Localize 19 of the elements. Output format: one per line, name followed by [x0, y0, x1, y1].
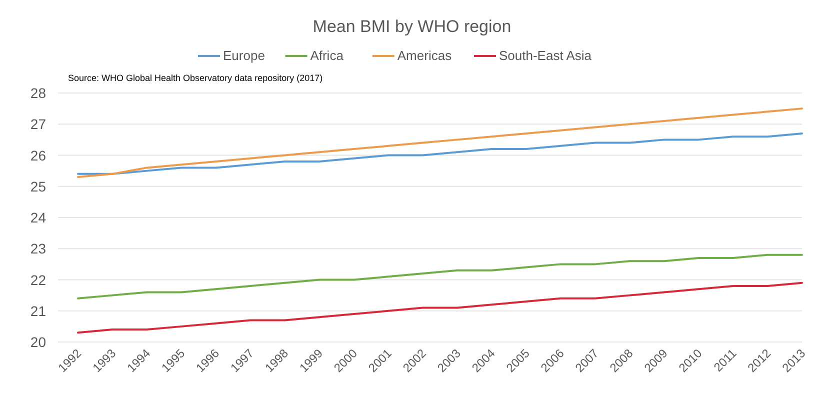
y-tick-label: 23 — [30, 240, 46, 257]
y-tick-label: 28 — [30, 85, 46, 101]
y-tick-label: 21 — [30, 302, 46, 319]
source-note: Source: WHO Global Health Observatory data repository (2017) — [68, 73, 323, 83]
legend-label: Europe — [223, 48, 265, 63]
y-tick-label: 20 — [30, 334, 46, 350]
legend-label: South-East Asia — [499, 48, 592, 63]
y-tick-label: 22 — [30, 272, 46, 288]
chart-title: Mean BMI by WHO region — [312, 17, 512, 36]
legend-label: Americas — [397, 48, 452, 63]
y-tick-label: 27 — [30, 116, 46, 132]
line-series — [77, 282, 803, 334]
y-tick-label: 24 — [30, 210, 46, 226]
line-series — [77, 254, 803, 300]
line-series — [77, 108, 803, 178]
legend-label: Africa — [310, 48, 344, 63]
y-tick-label: 25 — [30, 178, 46, 194]
y-tick-label: 26 — [30, 147, 46, 164]
line-series — [77, 132, 803, 175]
